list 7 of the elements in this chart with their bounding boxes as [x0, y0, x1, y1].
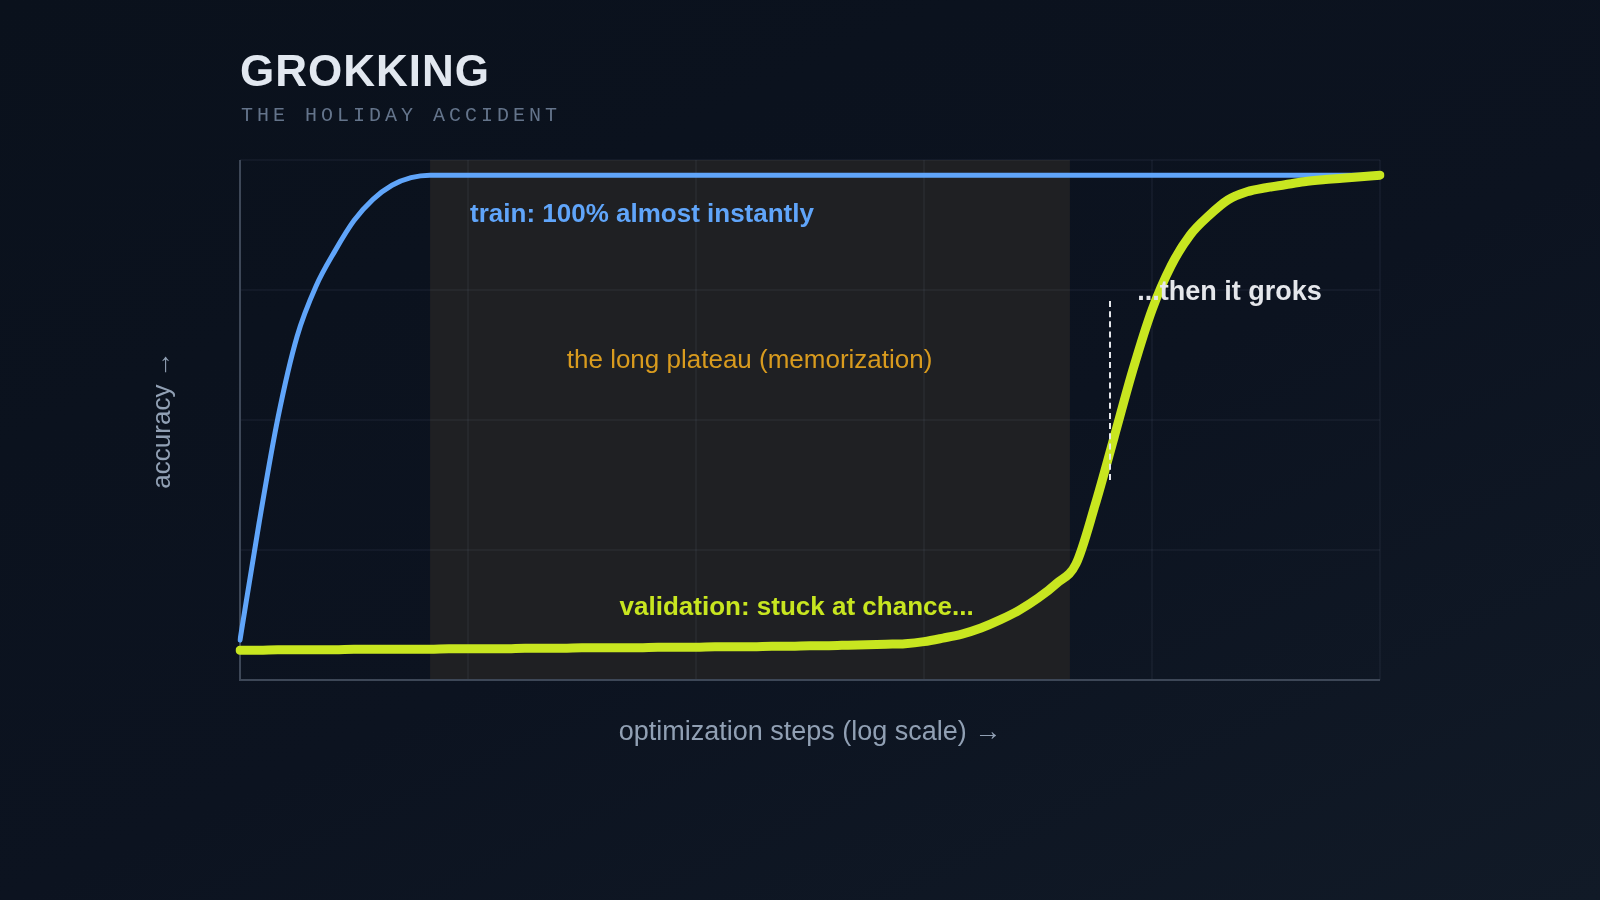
x-axis-title: optimization steps (log scale) →: [618, 716, 1002, 747]
series-label: validation: stuck at chance...: [619, 591, 974, 622]
chart-title: GROKKING: [240, 46, 490, 96]
annotation: the long plateau (memorization): [566, 344, 933, 375]
series-label: train: 100% almost instantly: [470, 198, 815, 229]
y-axis-title: accuracy →: [145, 351, 177, 489]
chart-subtitle: THE HOLIDAY ACCIDENT: [241, 104, 562, 127]
